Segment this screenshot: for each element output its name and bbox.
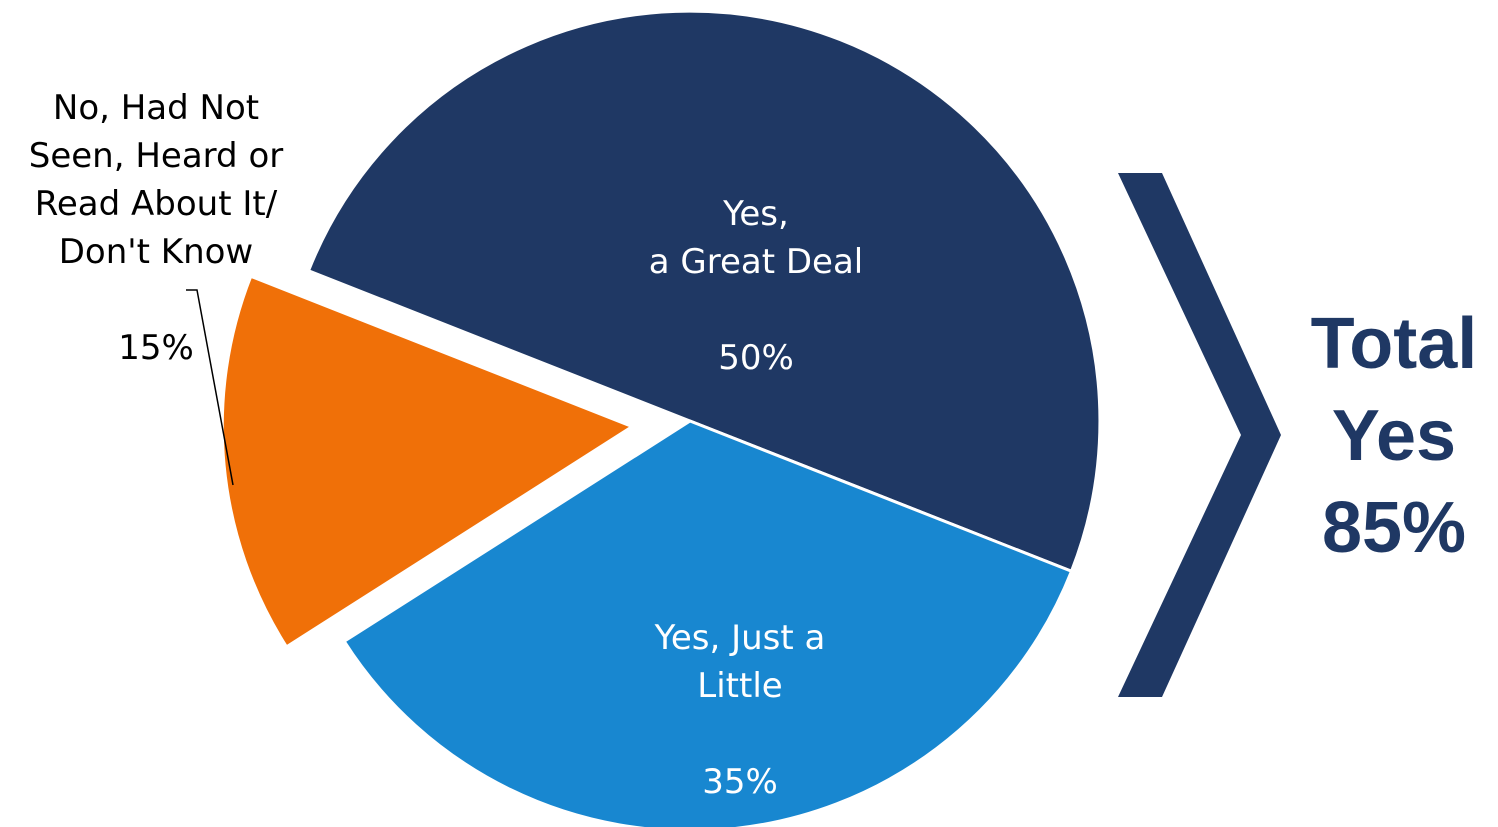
pie-slices bbox=[220, 10, 1102, 827]
slice-label-great-deal: Yes, a Great Deal 50% bbox=[606, 142, 906, 430]
slice-label-great-deal-value: 50% bbox=[718, 338, 794, 378]
total-yes-bracket bbox=[1118, 173, 1281, 697]
label-leader-line bbox=[186, 289, 234, 486]
slice-label-no-text: No, Had Not Seen, Heard or Read About It… bbox=[28, 88, 284, 272]
slice-label-no: No, Had Not Seen, Heard or Read About It… bbox=[0, 36, 312, 420]
slice-label-just-little-text: Yes, Just a Little bbox=[654, 618, 826, 706]
slice-label-no-value: 15% bbox=[118, 328, 194, 368]
slice-label-just-little-value: 35% bbox=[702, 762, 778, 802]
pie-slice-1 bbox=[342, 419, 1074, 827]
pie-slice-2 bbox=[220, 274, 636, 649]
pie-slice-0 bbox=[306, 10, 1102, 574]
slice-label-just-little: Yes, Just a Little 35% bbox=[590, 566, 890, 827]
slice-label-great-deal-text: Yes, a Great Deal bbox=[648, 194, 864, 282]
total-yes-annotation: Total Yes 85% bbox=[1310, 304, 1478, 568]
